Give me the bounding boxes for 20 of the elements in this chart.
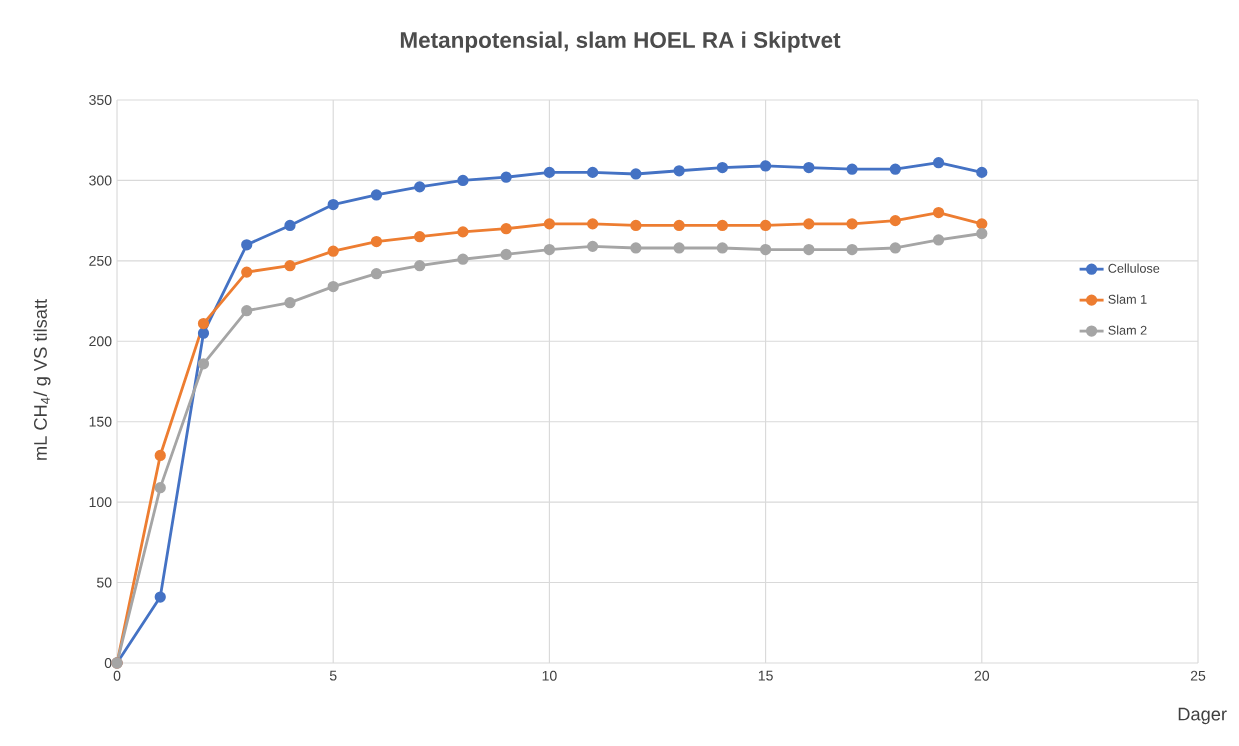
y-tick-label: 100 [89, 497, 112, 508]
y-tick-label: 350 [89, 95, 112, 105]
legend-label: Slam 2 [1108, 325, 1147, 335]
y-tick-label: 250 [89, 255, 112, 266]
chart-title: Metanpotensial, slam HOEL RA i Skiptvet [400, 31, 841, 53]
y-tick-label: 300 [89, 175, 112, 186]
y-tick-label: 200 [89, 336, 112, 347]
x-tick-label: 10 [542, 670, 557, 681]
y-tick-label: 50 [96, 577, 112, 588]
y-axis-title: mL CH$_{4}$/ g VS tilsatt [33, 299, 51, 460]
y-tick-label: 150 [89, 416, 112, 427]
y-tick-label: 0 [104, 658, 112, 668]
legend-label: Slam 1 [1108, 294, 1147, 304]
legend-label: Cellulose [1108, 263, 1160, 273]
x-tick-label: 5 [329, 670, 337, 681]
x-tick-label: 25 [1190, 670, 1206, 681]
x-tick-label: 0 [113, 670, 121, 681]
x-tick-label: 20 [974, 670, 990, 681]
x-axis-title: Dager [1178, 707, 1227, 725]
x-tick-label: 15 [758, 670, 773, 681]
